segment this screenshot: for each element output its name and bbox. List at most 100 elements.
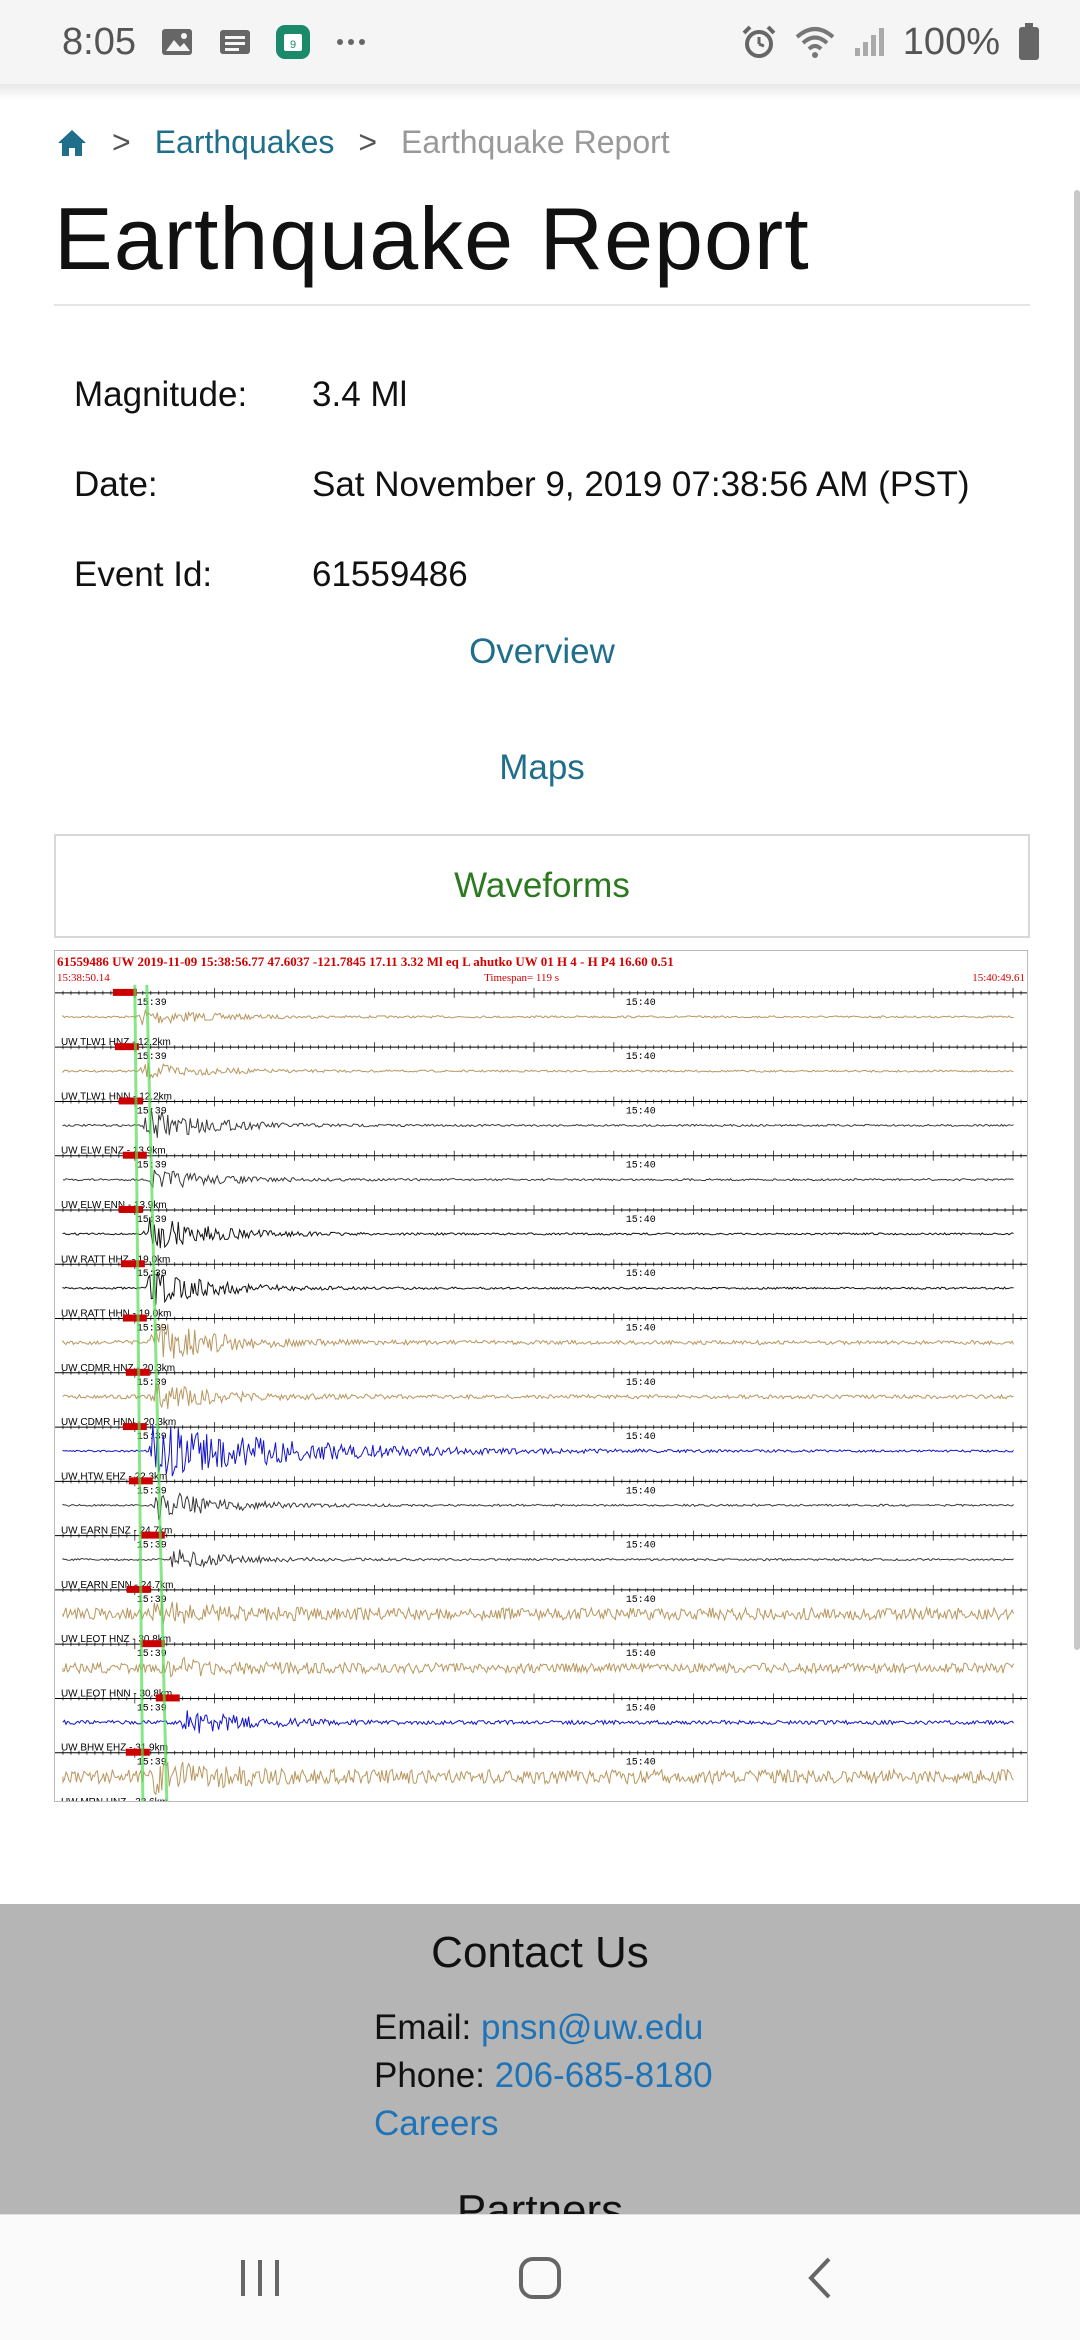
breadcrumb-separator: > — [358, 124, 378, 160]
pick-marker — [140, 1640, 165, 1648]
event-id-value: 61559486 — [312, 555, 468, 594]
tick-label-1540: 15:40 — [626, 1702, 656, 1713]
seismogram-trace — [62, 1062, 1014, 1080]
phase-arrival-line — [145, 984, 169, 1801]
maps-link[interactable]: Maps — [499, 748, 585, 787]
breadcrumb-current: Earthquake Report — [401, 124, 670, 160]
signal-icon — [854, 28, 884, 56]
contact-title: Contact Us — [431, 1928, 649, 1977]
waveform-header: 61559486 UW 2019-11-09 15:38:56.77 47.60… — [57, 954, 674, 969]
breadcrumb-earthquakes-link[interactable]: Earthquakes — [154, 124, 335, 160]
waveform-image: 61559486 UW 2019-11-09 15:38:56.77 47.60… — [54, 950, 1028, 1802]
tick-label-1540: 15:40 — [626, 1540, 656, 1551]
home-icon[interactable] — [56, 128, 88, 158]
tick-label-1539: 15:39 — [137, 1268, 167, 1279]
battery-icon — [1019, 23, 1039, 60]
channel-label: UW CDMR HNZ - 20.3km — [61, 1363, 175, 1374]
tick-label-1540: 15:40 — [626, 1105, 656, 1116]
page-title: Earthquake Report — [54, 189, 810, 288]
channel-label: UW LEOT HNN - 30.8km — [61, 1688, 172, 1699]
calendar-app-icon: 9 — [275, 25, 310, 59]
channel-label: UW CDMR HNN - 20.3km — [61, 1417, 176, 1428]
system-nav-bar — [0, 2214, 1080, 2340]
pick-marker — [112, 988, 137, 996]
seismogram-trace — [62, 1424, 1014, 1477]
tick-label-1539: 15:39 — [137, 1485, 167, 1496]
tick-label-1540: 15:40 — [626, 1757, 656, 1768]
pick-marker — [122, 1151, 147, 1159]
more-dots-icon — [336, 39, 365, 45]
alarm-icon — [742, 25, 776, 58]
tick-label-1540: 15:40 — [626, 997, 656, 1008]
tick-label-1539: 15:39 — [137, 1648, 167, 1659]
email-line: Email: pnsn@uw.edu — [374, 2004, 713, 2052]
waveform-start-time: 15:38:50.14 — [57, 972, 110, 984]
back-button[interactable] — [790, 2248, 850, 2308]
svg-text:9: 9 — [290, 39, 296, 51]
phone-link[interactable]: 206-685-8180 — [494, 2056, 713, 2095]
date-row: Date: Sat November 9, 2019 07:38:56 AM (… — [74, 440, 970, 530]
tick-label-1539: 15:39 — [137, 1702, 167, 1713]
event-id-label: Event Id: — [74, 555, 213, 594]
battery-percent: 100% — [902, 20, 1000, 63]
seismogram-trace — [62, 1008, 1014, 1025]
event-details: Magnitude: 3.4 Ml Date: Sat November 9, … — [74, 350, 970, 620]
tick-label-1540: 15:40 — [626, 1268, 656, 1279]
seismogram-trace — [62, 1383, 1014, 1409]
date-value: Sat November 9, 2019 07:38:56 AM (PST) — [312, 465, 970, 504]
email-link[interactable]: pnsn@uw.edu — [480, 2008, 704, 2047]
scrollbar[interactable] — [1074, 190, 1080, 1650]
status-time: 8:05 — [62, 20, 136, 63]
home-button[interactable] — [510, 2248, 570, 2308]
tick-label-1540: 15:40 — [626, 1648, 656, 1659]
waveforms-tab[interactable]: Waveforms — [54, 834, 1030, 938]
tick-label-1539: 15:39 — [137, 1051, 167, 1062]
gallery-icon — [161, 29, 192, 55]
partners-heading-clipped: Partners — [0, 2192, 1080, 2216]
recent-apps-icon — [241, 2259, 279, 2296]
channel-label: UW ELW ENZ - 13.9km — [61, 1146, 166, 1157]
tick-label-1539: 15:39 — [137, 1377, 167, 1388]
pick-marker — [114, 1043, 139, 1051]
pick-marker — [118, 1097, 143, 1105]
pick-marker — [125, 1748, 150, 1756]
breadcrumb: > Earthquakes > Earthquake Report — [56, 124, 670, 161]
seismogram-trace — [62, 1270, 1014, 1305]
channel-label: UW MRN HNZ - 33.6km — [61, 1797, 168, 1802]
wifi-icon — [795, 27, 835, 58]
pick-marker — [140, 1531, 165, 1539]
waveform-traces: 15:39 15:40 UW TLW1 HNZ - 12.2km 15:39 15:40… — [55, 984, 1027, 1802]
title-divider — [54, 304, 1030, 306]
tick-label-1539: 15:39 — [137, 1594, 167, 1605]
status-bar: 8:05 9 100% — [0, 0, 1080, 84]
news-icon — [219, 30, 250, 54]
seismogram-trace — [62, 1169, 1014, 1189]
breadcrumb-separator: > — [112, 124, 131, 160]
pick-marker — [155, 1694, 180, 1702]
overview-link[interactable]: Overview — [469, 632, 615, 671]
recent-apps-button[interactable] — [230, 2248, 290, 2308]
back-icon — [808, 2257, 831, 2298]
status-notification-icons: 9 — [160, 25, 368, 59]
seismogram-trace — [62, 1217, 1014, 1249]
tick-label-1540: 15:40 — [626, 1594, 656, 1605]
pick-marker — [122, 1423, 147, 1431]
event-id-row: Event Id: 61559486 — [74, 530, 970, 620]
tick-label-1540: 15:40 — [626, 1160, 656, 1171]
channel-label: UW RATT HHZ - 19.0km — [61, 1254, 170, 1265]
seismogram-trace — [62, 1323, 1014, 1359]
seismogram-trace — [62, 1656, 1014, 1678]
email-label: Email: — [374, 2008, 481, 2047]
tick-label-1540: 15:40 — [626, 1214, 656, 1225]
tick-label-1540: 15:40 — [626, 1377, 656, 1388]
seismogram-trace — [62, 1600, 1014, 1624]
seismogram-trace — [62, 1492, 1014, 1521]
careers-link[interactable]: Careers — [374, 2104, 499, 2143]
channel-label: UW EARN ENZ - 24.7km — [61, 1526, 172, 1537]
pick-marker — [120, 1260, 145, 1268]
channel-label: UW EARN ENN - 24.7km — [61, 1580, 173, 1591]
waveform-end-time: 15:40:49.61 — [972, 972, 1025, 984]
phone-label: Phone: — [374, 2056, 495, 2095]
pick-marker — [126, 1585, 151, 1593]
seismogram-trace — [62, 1549, 1014, 1569]
